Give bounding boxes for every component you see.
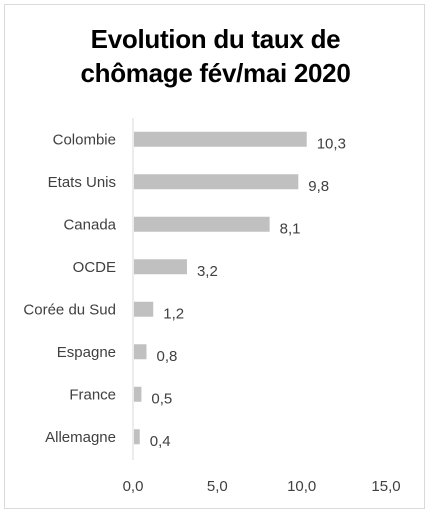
value-label: 0,5	[151, 390, 172, 407]
chart-frame	[4, 4, 425, 509]
value-label: 3,2	[197, 263, 218, 280]
value-label: 8,1	[280, 220, 301, 237]
x-tick-label: 15,0	[371, 478, 400, 495]
category-label: Corée du Sud	[23, 301, 116, 318]
bar	[134, 301, 154, 317]
chart-title: Evolution du taux de chômage fév/mai 202…	[0, 22, 431, 90]
category-label: Canada	[63, 216, 116, 233]
value-label: 9,8	[308, 178, 329, 195]
x-tick-label: 10,0	[287, 478, 316, 495]
x-tick-label: 5,0	[207, 478, 228, 495]
bar	[134, 429, 140, 445]
bar	[134, 344, 147, 360]
bar	[134, 259, 187, 275]
bar	[134, 131, 307, 147]
bar	[134, 174, 299, 190]
chart-title-line-2: chômage fév/mai 2020	[80, 58, 351, 88]
value-label: 10,3	[317, 135, 346, 152]
x-tick-label: 0,0	[123, 478, 144, 495]
category-label: OCDE	[73, 259, 116, 276]
value-label: 1,2	[163, 305, 184, 322]
bar	[134, 216, 270, 232]
category-label: Espagne	[57, 344, 116, 361]
category-label: France	[69, 386, 116, 403]
value-label: 0,4	[150, 433, 171, 450]
value-label: 0,8	[156, 348, 177, 365]
bar	[134, 386, 142, 402]
category-label: Colombie	[53, 131, 116, 148]
chart-title-line-1: Evolution du taux de	[90, 24, 341, 54]
category-label: Allemagne	[45, 429, 116, 446]
category-label: Etats Unis	[48, 174, 116, 191]
